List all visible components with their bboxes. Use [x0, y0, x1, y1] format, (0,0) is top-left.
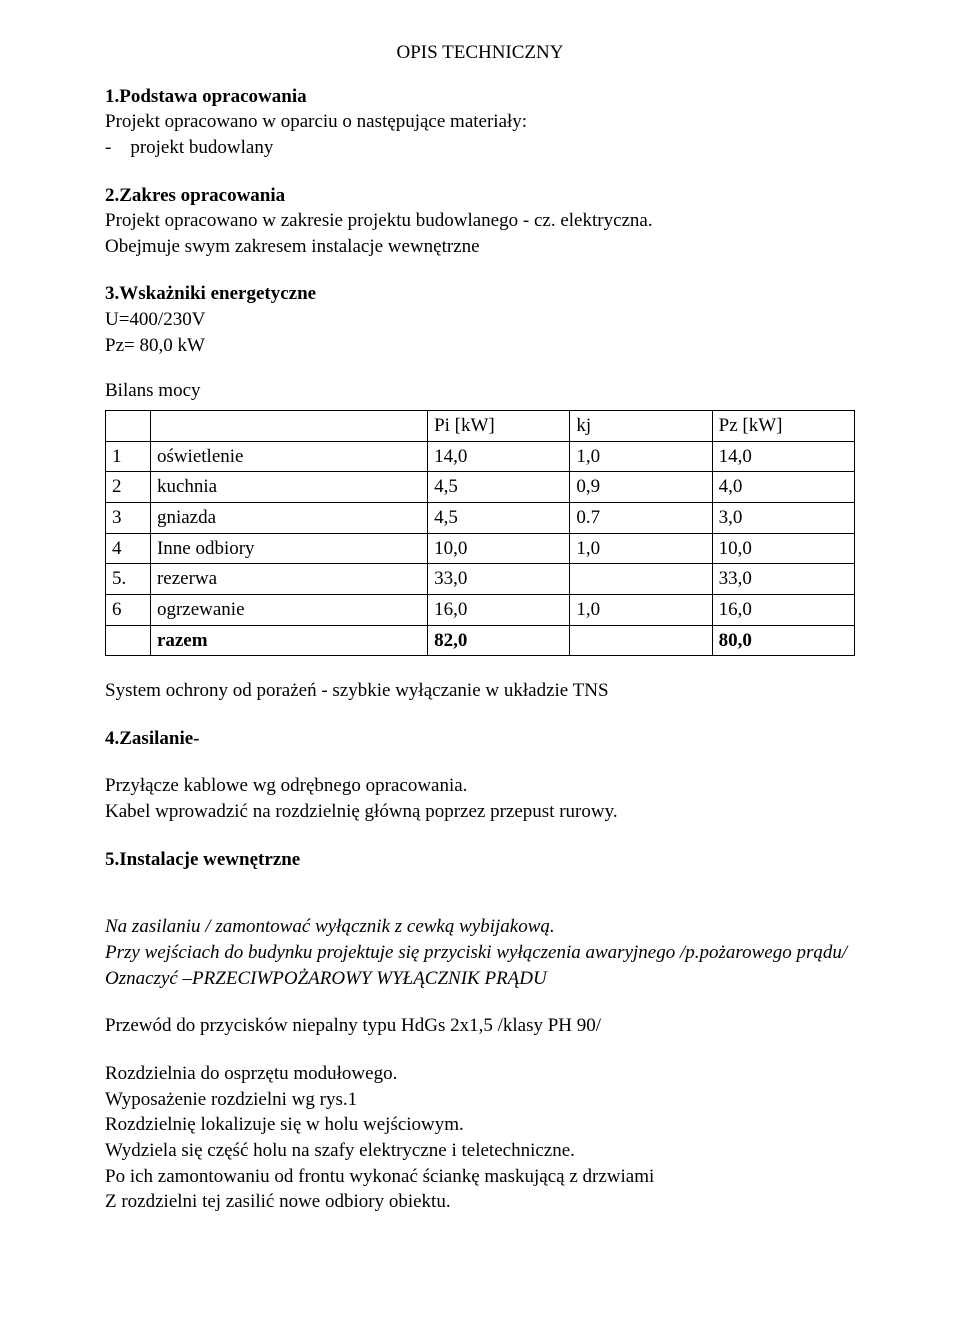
table-row: 4 Inne odbiory 10,0 1,0 10,0 [106, 533, 855, 564]
section-4-line-2: Kabel wprowadzić na rozdzielnię główną p… [105, 799, 855, 825]
cell-kj: 0,9 [570, 472, 712, 503]
th-kj: kj [570, 411, 712, 442]
section-1-line-1: Projekt opracowano w oparciu o następują… [105, 109, 855, 135]
cell-pz: 16,0 [712, 594, 854, 625]
section-3-line-2: Pz= 80,0 kW [105, 333, 855, 359]
cell-kj: 0.7 [570, 502, 712, 533]
section-5-line-e: Wydziela się część holu na szafy elektry… [105, 1138, 855, 1164]
document-title: OPIS TECHNICZNY [105, 40, 855, 66]
cell-pz: 33,0 [712, 564, 854, 595]
cell-name: Inne odbiory [150, 533, 427, 564]
section-3-heading: 3.Wskażniki energetyczne [105, 281, 855, 307]
cell-pi: 14,0 [428, 441, 570, 472]
section-3-line-1: U=400/230V [105, 307, 855, 333]
cell-pz: 14,0 [712, 441, 854, 472]
cell-name: oświetlenie [150, 441, 427, 472]
table-total-row: razem 82,0 80,0 [106, 625, 855, 656]
section-4-line-1: Przyłącze kablowe wg odrębnego opracowan… [105, 773, 855, 799]
after-table-line: System ochrony od porażeń - szybkie wyłą… [105, 678, 855, 704]
cell-name: gniazda [150, 502, 427, 533]
cell-pi: 16,0 [428, 594, 570, 625]
section-5-italic-1: Na zasilaniu / zamontować wyłącznik z ce… [105, 914, 855, 940]
cell-kj: 1,0 [570, 533, 712, 564]
cell-num: 2 [106, 472, 151, 503]
table-row: 5. rezerwa 33,0 33,0 [106, 564, 855, 595]
cell-kj: 1,0 [570, 594, 712, 625]
cell-kj [570, 625, 712, 656]
section-5-line-c: Wyposażenie rozdzielni wg rys.1 [105, 1087, 855, 1113]
section-2-line-2: Obejmuje swym zakresem instalacje wewnęt… [105, 234, 855, 260]
cell-pz: 3,0 [712, 502, 854, 533]
th-pz: Pz [kW] [712, 411, 854, 442]
cell-num: 4 [106, 533, 151, 564]
cell-pz: 10,0 [712, 533, 854, 564]
cell-pz: 4,0 [712, 472, 854, 503]
cell-kj [570, 564, 712, 595]
table-row: 1 oświetlenie 14,0 1,0 14,0 [106, 441, 855, 472]
section-5-italic-3: Oznaczyć –PRZECIWPOŻAROWY WYŁĄCZNIK PRĄD… [105, 966, 855, 992]
section-4-heading: 4.Zasilanie- [105, 726, 855, 752]
cell-kj: 1,0 [570, 441, 712, 472]
cell-num [106, 625, 151, 656]
cell-num: 5. [106, 564, 151, 595]
section-5-line-a: Przewód do przycisków niepalny typu HdGs… [105, 1013, 855, 1039]
cell-pi: 33,0 [428, 564, 570, 595]
section-2-line-1: Projekt opracowano w zakresie projektu b… [105, 208, 855, 234]
table-row: 2 kuchnia 4,5 0,9 4,0 [106, 472, 855, 503]
table-header-row: Pi [kW] kj Pz [kW] [106, 411, 855, 442]
cell-pi: 82,0 [428, 625, 570, 656]
th-name [150, 411, 427, 442]
cell-num: 3 [106, 502, 151, 533]
bilans-table: Pi [kW] kj Pz [kW] 1 oświetlenie 14,0 1,… [105, 410, 855, 656]
th-pi: Pi [kW] [428, 411, 570, 442]
cell-pi: 4,5 [428, 472, 570, 503]
section-5-heading: 5.Instalacje wewnętrzne [105, 847, 855, 873]
section-5-line-d: Rozdzielnię lokalizuje się w holu wejści… [105, 1112, 855, 1138]
cell-num: 1 [106, 441, 151, 472]
cell-name: ogrzewanie [150, 594, 427, 625]
cell-name: kuchnia [150, 472, 427, 503]
cell-pz: 80,0 [712, 625, 854, 656]
cell-name: rezerwa [150, 564, 427, 595]
table-row: 6 ogrzewanie 16,0 1,0 16,0 [106, 594, 855, 625]
cell-pi: 4,5 [428, 502, 570, 533]
section-5-italic-2: Przy wejściach do budynku projektuje się… [105, 940, 855, 966]
cell-name: razem [150, 625, 427, 656]
section-5-line-g: Z rozdzielni tej zasilić nowe odbiory ob… [105, 1189, 855, 1215]
section-5-line-b: Rozdzielnia do osprzętu modułowego. [105, 1061, 855, 1087]
section-1-bullet-1: projekt budowlany [105, 135, 855, 161]
table-row: 3 gniazda 4,5 0.7 3,0 [106, 502, 855, 533]
cell-pi: 10,0 [428, 533, 570, 564]
th-num [106, 411, 151, 442]
section-1-heading: 1.Podstawa opracowania [105, 84, 855, 110]
cell-num: 6 [106, 594, 151, 625]
section-5-line-f: Po ich zamontowaniu od frontu wykonać śc… [105, 1164, 855, 1190]
section-2-heading: 2.Zakres opracowania [105, 183, 855, 209]
bilans-label: Bilans mocy [105, 378, 855, 404]
